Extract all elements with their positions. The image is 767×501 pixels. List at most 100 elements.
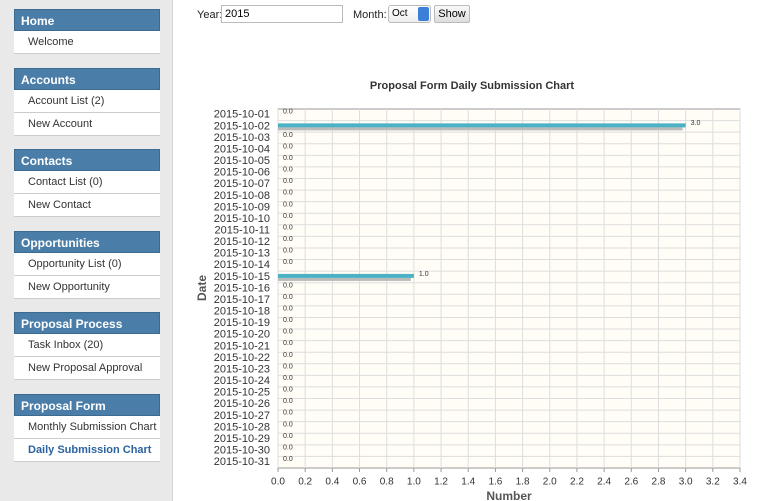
nav-section: Home Welcome: [14, 9, 160, 54]
nav-link[interactable]: Contact List (0): [14, 171, 160, 194]
y-tick-label: 2015-10-11: [215, 225, 270, 237]
y-tick-label: 2015-10-02: [214, 120, 270, 132]
value-label: 0.0: [283, 387, 293, 394]
y-tick-label: 2015-10-15: [214, 271, 270, 283]
section-header: Accounts: [14, 67, 160, 90]
select-arrow: [418, 7, 429, 21]
value-label: 0.0: [283, 224, 293, 231]
value-label: 0.0: [283, 444, 293, 451]
value-label: 0.0: [283, 143, 293, 150]
y-tick-label: 2015-10-22: [214, 352, 270, 364]
nav-link[interactable]: New Contact: [14, 194, 160, 217]
x-axis-label: Number: [486, 489, 532, 501]
value-label: 0.0: [283, 259, 293, 266]
section-header: Proposal Process: [14, 312, 160, 334]
y-tick-label: 2015-10-26: [214, 398, 270, 410]
y-tick-label: 2015-10-25: [214, 387, 270, 399]
y-tick-label: 2015-10-01: [214, 109, 270, 121]
value-label: 0.0: [283, 363, 293, 370]
y-tick-label: 2015-10-30: [214, 445, 270, 457]
nav-section: Contacts Contact List (0) New Contact: [14, 149, 160, 217]
x-tick-label: 2.6: [624, 477, 638, 488]
x-tick-label: 0.2: [298, 477, 312, 488]
y-tick-label: 2015-10-17: [214, 294, 270, 306]
x-tick-label: 2.0: [543, 477, 557, 488]
y-tick-label: 2015-10-24: [214, 375, 270, 387]
nav-link[interactable]: Daily Submission Chart: [14, 438, 160, 462]
y-tick-label: 2015-10-14: [214, 259, 270, 271]
section-header: Home: [14, 9, 160, 31]
value-label: 0.0: [283, 248, 293, 255]
bar-shadow: [278, 127, 683, 131]
y-tick-label: 2015-10-16: [214, 282, 270, 294]
value-label: 0.0: [283, 375, 293, 382]
value-label: 0.0: [283, 282, 293, 289]
bar: [278, 273, 414, 278]
year-label: Year:: [197, 9, 223, 21]
nav-link[interactable]: New Opportunity: [14, 275, 160, 299]
x-tick-label: 0.8: [380, 477, 394, 488]
y-tick-label: 2015-10-06: [214, 167, 270, 179]
nav-link[interactable]: New Account: [14, 112, 160, 136]
x-tick-label: 0.0: [271, 477, 285, 488]
value-label: 0.0: [283, 410, 293, 417]
y-tick-label: 2015-10-28: [214, 421, 270, 433]
value-label: 0.0: [283, 433, 293, 440]
y-tick-label: 2015-10-08: [214, 190, 270, 202]
nav-link[interactable]: Opportunity List (0): [14, 252, 160, 276]
x-tick-label: 0.4: [325, 477, 339, 488]
x-tick-label: 3.4: [733, 477, 747, 488]
nav-section: Proposal Process Task Inbox (20) New Propo…: [14, 312, 160, 380]
value-label: 0.0: [283, 306, 293, 313]
month-select[interactable]: Oct: [388, 5, 431, 23]
value-label: 0.0: [283, 167, 293, 174]
nav-section: Opportunities Opportunity List (0) New Opp…: [14, 230, 160, 299]
nav-link[interactable]: Welcome: [14, 31, 160, 54]
value-label: 0.0: [283, 155, 293, 162]
value-label: 1.0: [419, 271, 429, 278]
year-input[interactable]: 2015: [221, 5, 343, 23]
value-label: 0.0: [283, 340, 293, 347]
chart-title: Proposal Form Daily Submission Chart: [370, 80, 574, 92]
value-label: 0.0: [283, 294, 293, 301]
y-tick-label: 2015-10-03: [214, 132, 270, 144]
value-label: 0.0: [283, 201, 293, 208]
nav-section: Proposal Form StatisticsMonthly Submissi…: [14, 393, 160, 462]
x-tick-label: 1.4: [461, 477, 475, 488]
value-label: 0.0: [283, 132, 293, 139]
x-tick-label: 1.8: [516, 477, 530, 488]
value-label: 0.0: [283, 352, 293, 359]
value-label: 3.0: [691, 120, 701, 127]
value-label: 0.0: [283, 109, 293, 116]
nav-link[interactable]: New Proposal Approval: [14, 357, 160, 380]
section-header: Proposal Form Statistics: [14, 393, 160, 435]
nav-link[interactable]: Task Inbox (20): [14, 334, 160, 357]
y-tick-label: 2015-10-04: [214, 143, 270, 155]
y-tick-label: 2015-10-23: [214, 363, 270, 375]
x-tick-label: 1.0: [407, 477, 421, 488]
y-tick-label: 2015-10-13: [214, 248, 270, 260]
sidebar: Home Welcome Accounts Account List (2) New A…: [0, 0, 173, 501]
bar: [278, 123, 686, 128]
y-tick-label: 2015-10-20: [214, 329, 270, 341]
nav-panel: Home Welcome Accounts Account List (2) New A…: [14, 9, 160, 475]
nav-link[interactable]: Monthly Submission Chart: [14, 415, 160, 439]
value-label: 0.0: [283, 317, 293, 324]
value-label: 0.0: [283, 398, 293, 405]
x-tick-label: 1.2: [434, 477, 448, 488]
month-label: Month:: [353, 9, 387, 21]
y-tick-label: 2015-10-19: [214, 317, 270, 329]
month-value: Oct: [392, 8, 408, 19]
x-tick-label: 0.6: [353, 477, 367, 488]
section-header: Opportunities: [14, 230, 160, 253]
nav-link[interactable]: Account List (2): [14, 89, 160, 113]
nav-section: Accounts Account List (2) New Account: [14, 67, 160, 136]
x-tick-label: 1.6: [488, 477, 502, 488]
y-tick-label: 2015-10-10: [214, 213, 270, 225]
x-tick-label: 3.2: [706, 477, 720, 488]
show-button[interactable]: Show: [434, 5, 470, 23]
x-tick-label: 2.8: [652, 477, 666, 488]
y-tick-label: 2015-10-29: [214, 433, 270, 445]
value-label: 0.0: [283, 329, 293, 336]
value-label: 0.0: [283, 236, 293, 243]
